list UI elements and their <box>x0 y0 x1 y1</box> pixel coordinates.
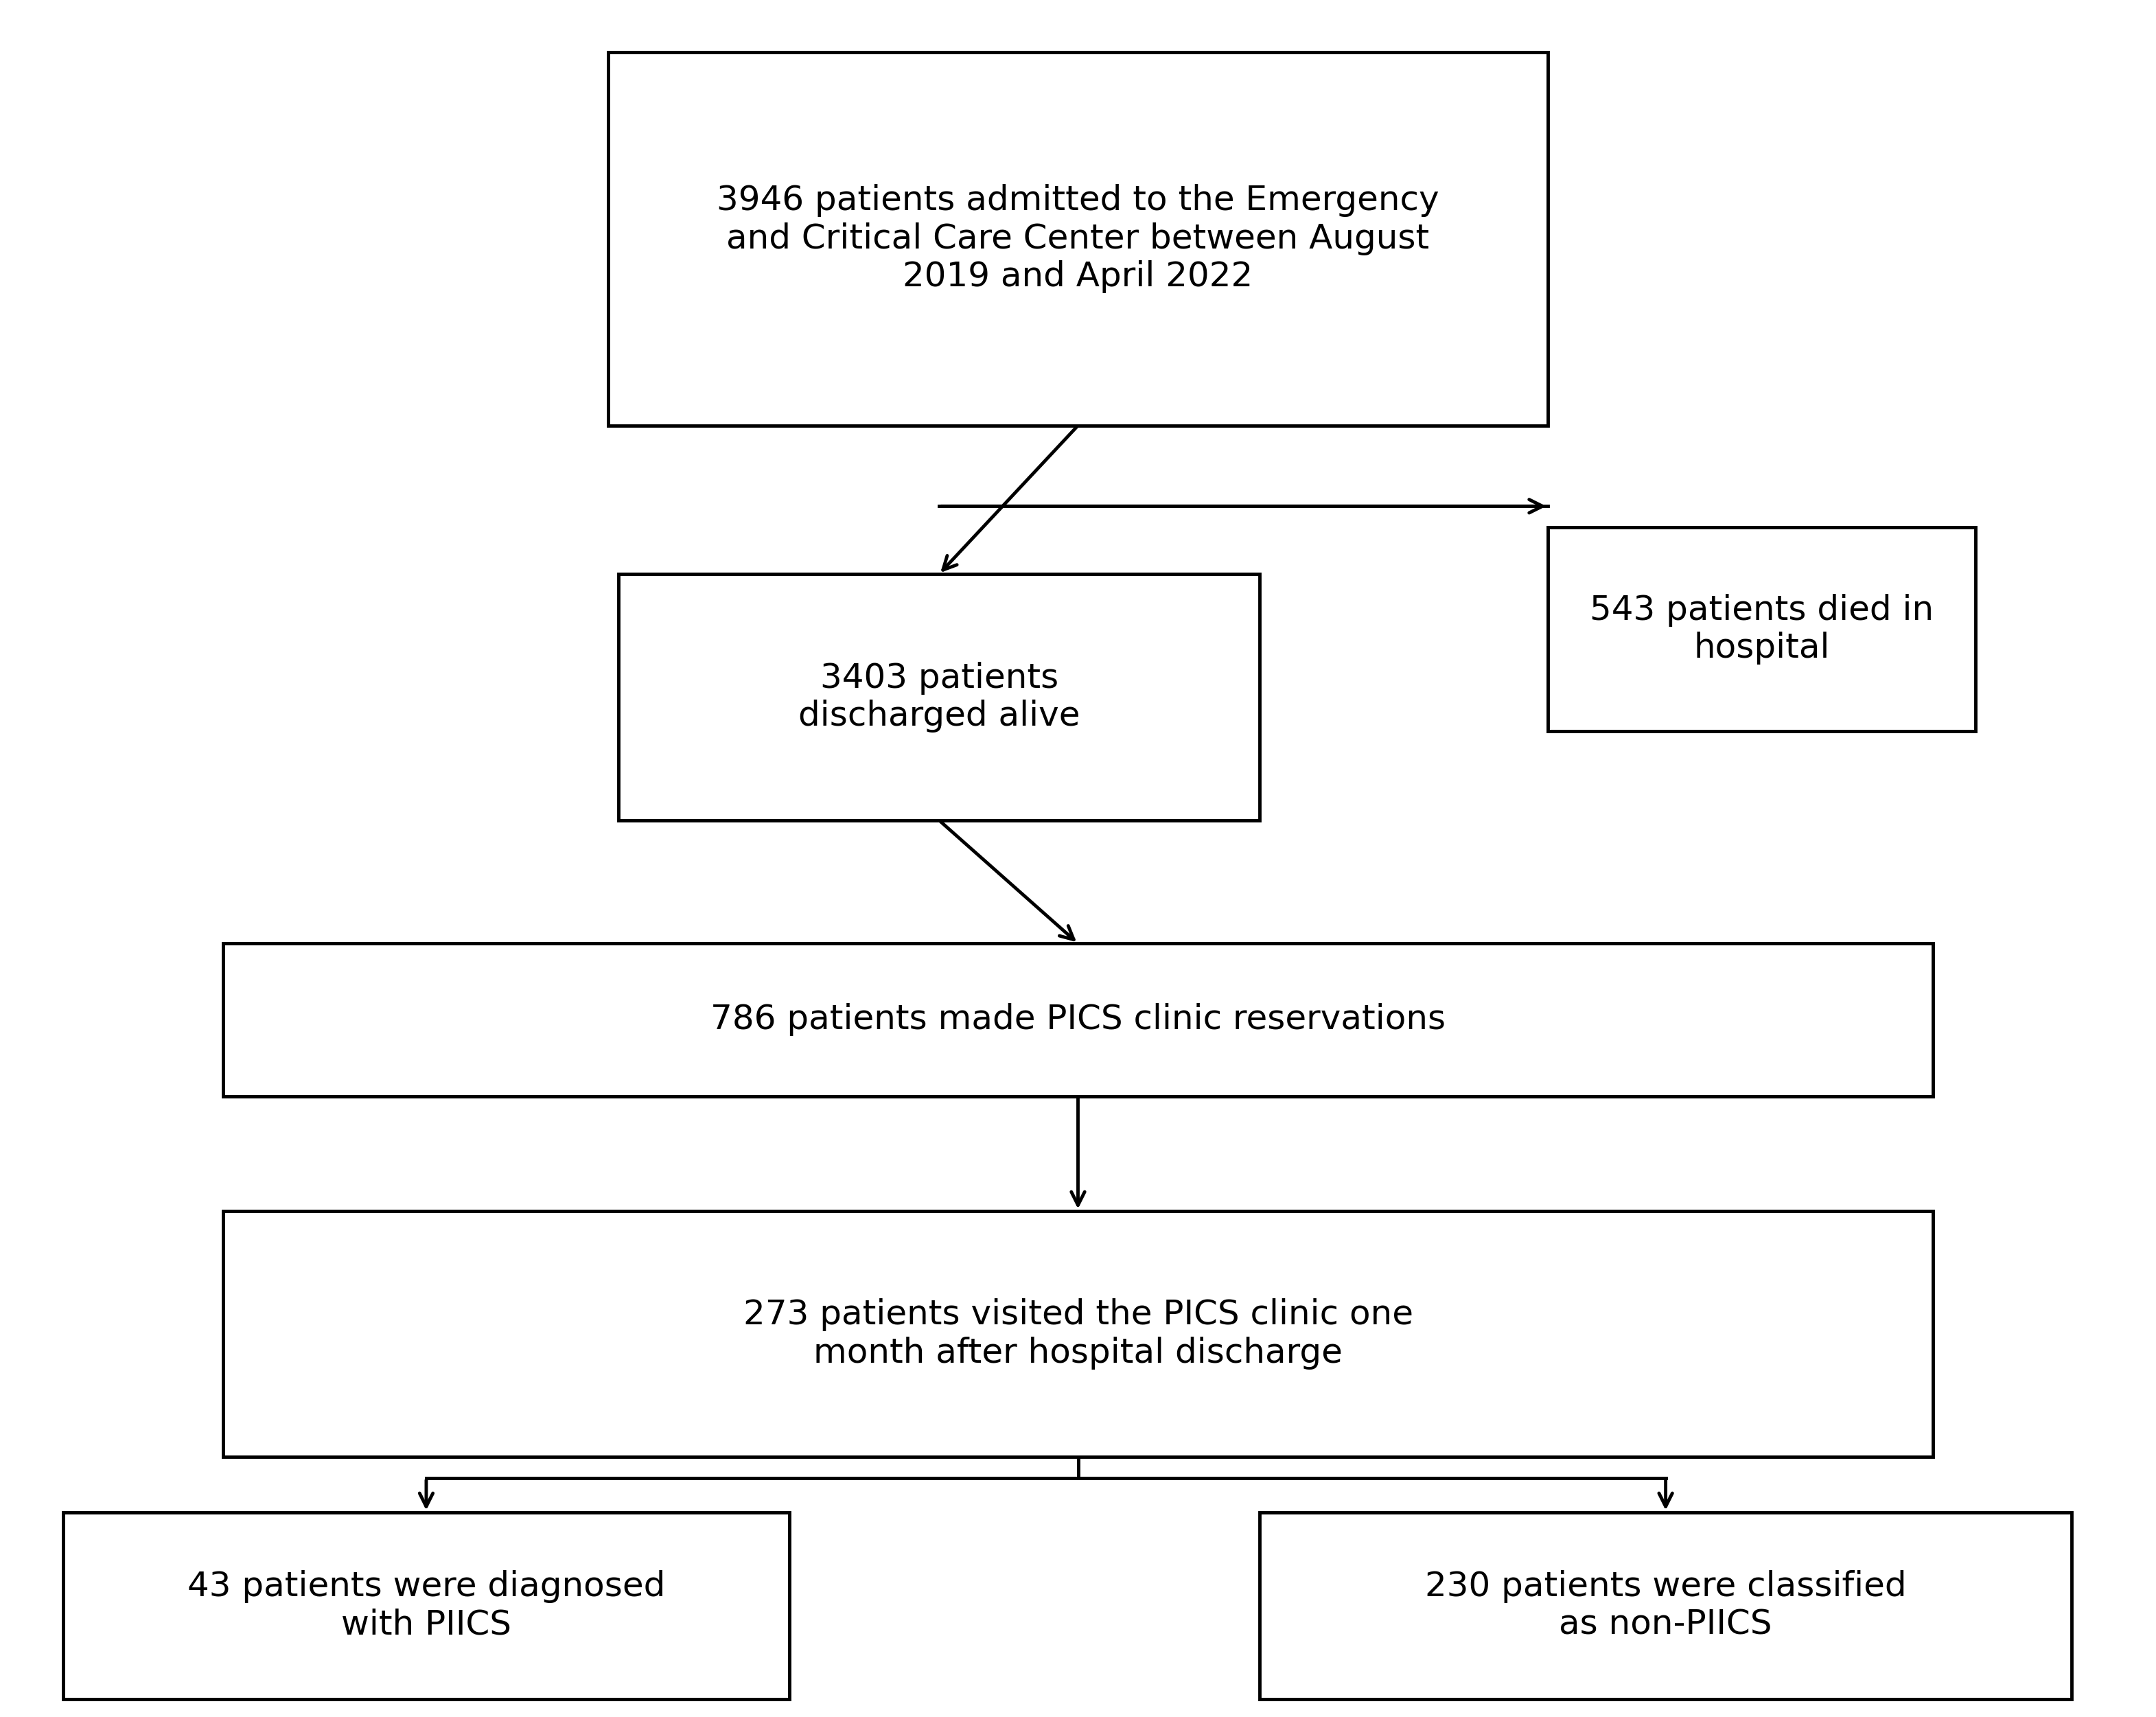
Text: 3946 patients admitted to the Emergency
and Critical Care Center between August
: 3946 patients admitted to the Emergency … <box>716 184 1440 294</box>
Bar <box>224 943 1932 1095</box>
Text: 230 patients were classified
as non-PIICS: 230 patients were classified as non-PIIC… <box>1425 1569 1906 1641</box>
Text: 786 patients made PICS clinic reservations: 786 patients made PICS clinic reservatio… <box>709 1003 1447 1037</box>
Bar <box>224 1210 1932 1458</box>
Bar <box>608 52 1548 426</box>
Text: 3403 patients
discharged alive: 3403 patients discharged alive <box>798 661 1080 733</box>
Text: 43 patients were diagnosed
with PIICS: 43 patients were diagnosed with PIICS <box>188 1569 666 1641</box>
Bar <box>63 1513 789 1700</box>
Text: 543 patients died in
hospital: 543 patients died in hospital <box>1589 594 1934 664</box>
Text: 273 patients visited the PICS clinic one
month after hospital discharge: 273 patients visited the PICS clinic one… <box>744 1298 1412 1370</box>
Bar <box>1259 1513 2072 1700</box>
Bar <box>619 573 1259 821</box>
Bar <box>1548 527 1975 731</box>
